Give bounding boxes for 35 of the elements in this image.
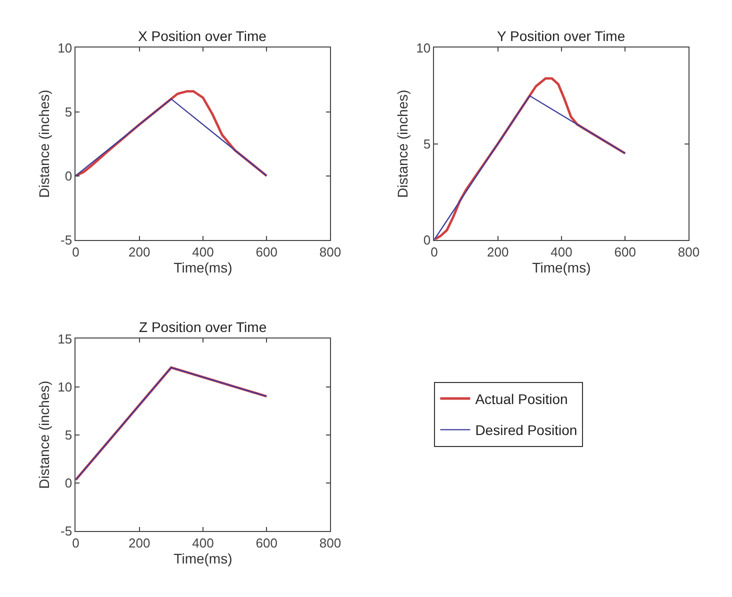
x-tick-label: 200 (128, 535, 150, 550)
x-tick-label: 600 (256, 244, 278, 260)
x-tick-label: 200 (128, 244, 150, 260)
y-tick-label: 0 (64, 168, 72, 184)
y-tick-label: 10 (58, 40, 72, 56)
x-tick-label: 400 (192, 244, 214, 260)
y-tick-label: 5 (423, 136, 431, 152)
x-axis-title: Time(ms) (174, 550, 232, 566)
x-axis-title: Time(ms) (532, 259, 591, 276)
legend-label: Desired Position (475, 422, 578, 438)
y-tick-label: 5 (64, 427, 72, 442)
x-tick-label: 400 (550, 244, 572, 260)
x-tick-label: 200 (486, 244, 509, 260)
x-tick-label: 800 (678, 244, 700, 260)
chart-title: Z Position over Time (139, 319, 267, 335)
y-axis-title: Distance (inches) (394, 90, 411, 198)
y-axis-title: Distance (inches) (36, 90, 52, 198)
x-axis-title: Time(ms) (174, 259, 232, 276)
x-tick-label: 600 (614, 244, 636, 260)
y-tick-label: 10 (416, 40, 431, 56)
y-tick-label: 15 (58, 331, 72, 346)
y-tick-label: 0 (64, 475, 72, 490)
x-tick-label: 800 (319, 244, 342, 260)
y-tick-label: -5 (60, 523, 72, 538)
y-tick-label: 5 (64, 104, 72, 120)
y-tick-label: 10 (58, 379, 72, 394)
x-tick-label: 600 (256, 535, 278, 550)
y-axis-title: Distance (inches) (36, 380, 52, 489)
chart-title: Y Position over Time (497, 28, 626, 44)
x-tick-label: 800 (319, 535, 342, 550)
y-tick-label: -5 (60, 232, 72, 248)
chart-title: X Position over Time (138, 28, 267, 44)
legend-label: Actual Position (475, 390, 568, 407)
y-tick-label: 0 (423, 232, 431, 248)
x-tick-label: 400 (192, 535, 214, 550)
